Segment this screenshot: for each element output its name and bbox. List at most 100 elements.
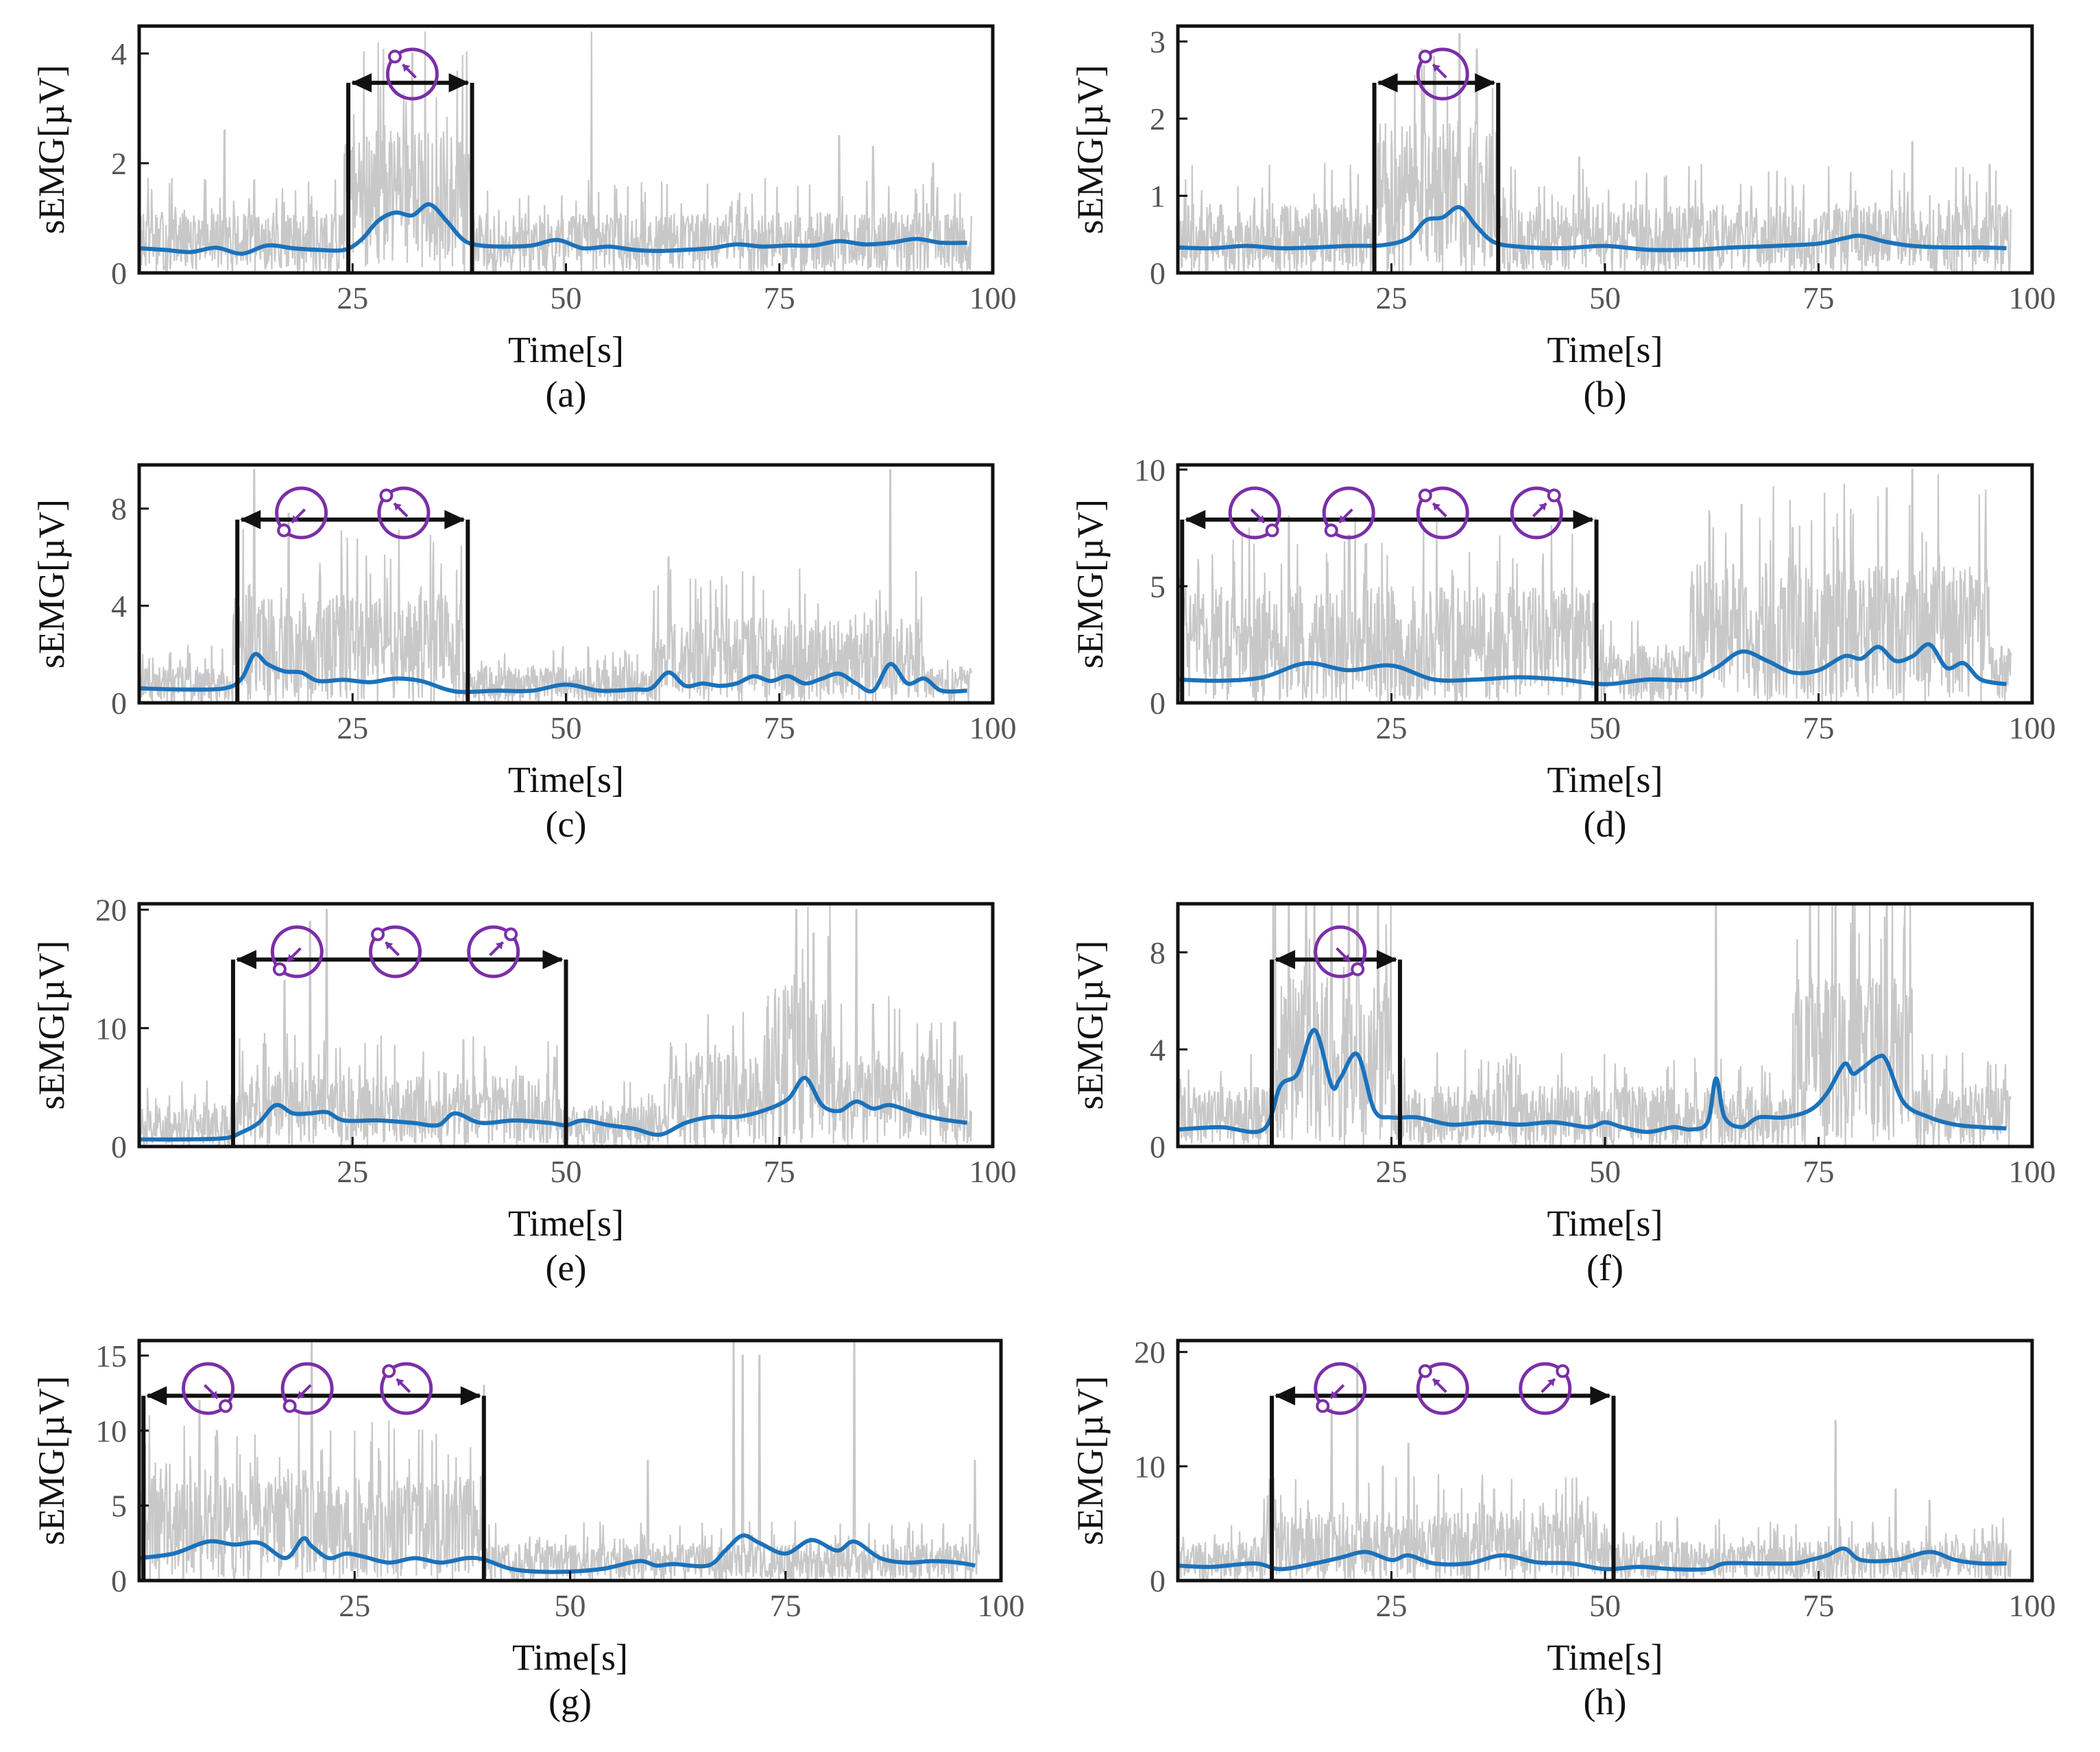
x-axis-label: Time[s] bbox=[1547, 1203, 1663, 1244]
x-tick-label: 100 bbox=[969, 280, 1017, 315]
x-tick-label: 50 bbox=[551, 1154, 582, 1189]
y-tick-label: 0 bbox=[1150, 686, 1166, 721]
y-tick-label: 10 bbox=[1134, 1449, 1166, 1484]
envelope-line bbox=[1178, 1028, 2007, 1134]
x-tick-label: 100 bbox=[2009, 1154, 2056, 1189]
panel-d: 25 50 75 100 0 5 10 Time[s] sEMG[µV] (d) bbox=[1070, 453, 2056, 845]
x-tick-label: 75 bbox=[1803, 710, 1835, 745]
bracket-arrow-right bbox=[1590, 1386, 1611, 1406]
y-tick-label: 0 bbox=[111, 256, 127, 291]
panel-a: 25 50 75 100 0 2 4 Time[s] sEMG[µV] (a) bbox=[31, 24, 1017, 415]
raw-semg-trace bbox=[1178, 1363, 2012, 1581]
y-tick-label: 4 bbox=[1150, 1032, 1166, 1067]
y-tick-label: 20 bbox=[1134, 1335, 1166, 1370]
x-tick-label: 25 bbox=[337, 710, 368, 745]
y-tick-label: 2 bbox=[111, 146, 127, 181]
x-tick-label: 25 bbox=[337, 1154, 368, 1189]
x-tick-label: 50 bbox=[551, 280, 582, 315]
x-axis-label: Time[s] bbox=[508, 759, 624, 800]
panel-c: 25 50 75 100 0 4 8 Time[s] sEMG[µV] (c) bbox=[31, 463, 1017, 845]
bracket-arrow-left bbox=[1185, 509, 1206, 529]
direction-marker-icon bbox=[280, 1362, 334, 1415]
x-tick-label: 100 bbox=[2009, 280, 2056, 315]
bracket-arrow-left bbox=[1275, 950, 1296, 970]
x-tick-label: 75 bbox=[770, 1588, 801, 1623]
direction-marker-icon bbox=[1519, 1362, 1572, 1415]
direction-marker-icon bbox=[1314, 925, 1367, 979]
panel-g: 25 50 75 100 0 5 10 15 Time[s] sEMG[µV] (g) bbox=[31, 1339, 1025, 1723]
panel-caption: (f) bbox=[1586, 1247, 1624, 1288]
raw-semg-trace bbox=[139, 1341, 980, 1581]
x-tick-label: 75 bbox=[764, 280, 795, 315]
direction-marker-icon bbox=[467, 925, 520, 979]
x-tick-label: 50 bbox=[551, 710, 582, 745]
envelope-line bbox=[139, 202, 967, 256]
raw-semg-trace bbox=[139, 469, 972, 703]
direction-marker-icon bbox=[369, 925, 422, 979]
y-tick-label: 0 bbox=[1150, 1563, 1166, 1598]
y-axis-label: sEMG[µV] bbox=[1070, 940, 1111, 1109]
bracket-arrow-right bbox=[1573, 509, 1594, 529]
x-axis-label: Time[s] bbox=[1547, 1637, 1663, 1678]
x-tick-label: 50 bbox=[1589, 280, 1621, 315]
y-tick-label: 20 bbox=[95, 893, 127, 928]
bracket-arrow-left bbox=[146, 1386, 167, 1406]
x-tick-label: 25 bbox=[339, 1588, 370, 1623]
envelope-line bbox=[1178, 1546, 2007, 1572]
panel-caption: (c) bbox=[546, 804, 587, 845]
y-axis-label: sEMG[µV] bbox=[31, 1376, 72, 1545]
x-tick-label: 100 bbox=[978, 1588, 1025, 1623]
y-tick-label: 2 bbox=[1150, 101, 1166, 136]
x-tick-label: 25 bbox=[337, 280, 368, 315]
x-tick-label: 25 bbox=[1376, 710, 1408, 745]
bracket-arrow-left bbox=[240, 509, 261, 529]
panel-b: 25 50 75 100 0 1 2 3 Time[s] sEMG[µV] (b) bbox=[1070, 24, 2056, 415]
x-tick-label: 75 bbox=[1803, 1588, 1835, 1623]
y-tick-label: 4 bbox=[111, 588, 127, 623]
x-axis-label: Time[s] bbox=[508, 329, 624, 370]
panel-caption: (h) bbox=[1584, 1681, 1627, 1723]
direction-marker-icon bbox=[275, 486, 328, 540]
envelope-line bbox=[139, 651, 967, 695]
bracket-arrow-right bbox=[444, 509, 466, 529]
y-tick-label: 10 bbox=[95, 1011, 127, 1046]
bracket-arrow-left bbox=[1275, 1386, 1296, 1406]
x-tick-label: 100 bbox=[969, 710, 1017, 745]
x-tick-label: 75 bbox=[1803, 1154, 1835, 1189]
direction-marker-icon bbox=[1228, 486, 1281, 540]
y-axis-label: sEMG[µV] bbox=[31, 499, 72, 669]
panel-caption: (d) bbox=[1584, 804, 1627, 845]
panel-caption: (g) bbox=[548, 1681, 592, 1723]
direction-marker-icon bbox=[377, 486, 431, 540]
x-tick-label: 50 bbox=[1589, 1154, 1621, 1189]
x-tick-label: 100 bbox=[969, 1154, 1017, 1189]
y-axis-label: sEMG[µV] bbox=[1070, 1376, 1111, 1545]
envelope-line bbox=[1178, 642, 2007, 686]
raw-semg-trace bbox=[139, 31, 972, 273]
y-tick-label: 0 bbox=[111, 1563, 127, 1598]
x-tick-label: 50 bbox=[555, 1588, 586, 1623]
direction-marker-icon bbox=[182, 1362, 235, 1415]
raw-semg-trace bbox=[1178, 33, 2012, 273]
raw-semg-trace bbox=[139, 904, 972, 1147]
x-tick-label: 50 bbox=[1589, 710, 1621, 745]
y-tick-label: 5 bbox=[1150, 569, 1166, 604]
envelope-line bbox=[139, 1075, 968, 1142]
panel-h: 25 50 75 100 0 10 20 Time[s] sEMG[µV] (h) bbox=[1070, 1335, 2056, 1723]
y-tick-label: 0 bbox=[1150, 256, 1166, 291]
x-tick-label: 100 bbox=[2009, 710, 2056, 745]
direction-marker-icon bbox=[1314, 1362, 1367, 1415]
bracket-arrow-left bbox=[235, 950, 256, 970]
x-tick-label: 50 bbox=[1589, 1588, 1621, 1623]
y-tick-label: 10 bbox=[1134, 453, 1166, 488]
x-tick-label: 75 bbox=[1803, 280, 1835, 315]
x-axis-label: Time[s] bbox=[1547, 759, 1663, 800]
y-tick-label: 0 bbox=[1150, 1129, 1166, 1164]
y-tick-label: 0 bbox=[111, 686, 127, 721]
y-axis-label: sEMG[µV] bbox=[1070, 64, 1111, 234]
x-tick-label: 25 bbox=[1376, 280, 1408, 315]
direction-marker-icon bbox=[1510, 486, 1563, 540]
panel-f: 25 50 75 100 0 4 8 Time[s] sEMG[µV] (f) bbox=[1070, 902, 2056, 1288]
direction-marker-icon bbox=[380, 1362, 433, 1415]
